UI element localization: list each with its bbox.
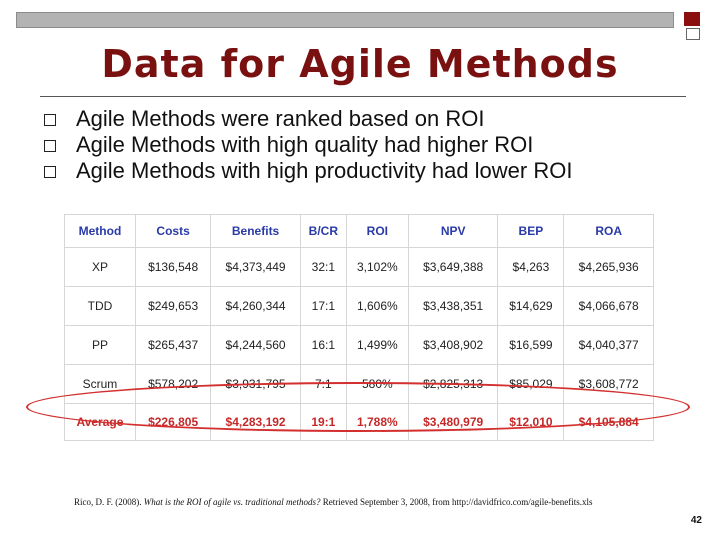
table-cell: TDD	[64, 286, 136, 326]
table-header-row: Method Costs Benefits B/CR ROI NPV BEP R…	[64, 214, 654, 248]
table-cell: $16,599	[497, 325, 565, 365]
table-cell: 1,606%	[345, 286, 409, 326]
bullet-list: Agile Methods were ranked based on ROI A…	[44, 106, 572, 184]
citation-suffix: Retrieved September 3, 2008, from http:/…	[320, 497, 593, 507]
table-cell: 3,102%	[345, 247, 409, 287]
corner-square-filled	[684, 12, 700, 26]
table-cell: $4,244,560	[210, 325, 301, 365]
bullet-item: Agile Methods were ranked based on ROI	[44, 106, 572, 132]
bullet-text: Agile Methods were ranked based on ROI	[76, 106, 485, 131]
table-row: PP $265,437 $4,244,560 16:1 1,499% $3,40…	[64, 325, 654, 365]
square-bullet-icon	[44, 114, 56, 126]
table-cell: $4,040,377	[563, 325, 654, 365]
table-cell: 32:1	[299, 247, 347, 287]
header-costs: Costs	[134, 214, 212, 248]
table-cell: $14,629	[497, 286, 565, 326]
header-bcr: B/CR	[299, 214, 347, 248]
table-cell: $4,260,344	[210, 286, 301, 326]
table-row: TDD $249,653 $4,260,344 17:1 1,606% $3,4…	[64, 286, 654, 326]
header-bep: BEP	[497, 214, 565, 248]
page-number: 42	[690, 515, 702, 526]
table-cell: $4,066,678	[563, 286, 654, 326]
bullet-item: Agile Methods with high quality had high…	[44, 132, 572, 158]
table-cell: 17:1	[299, 286, 347, 326]
bullet-item: Agile Methods with high productivity had…	[44, 158, 572, 184]
table-cell: $3,408,902	[407, 325, 499, 365]
citation-title: What is the ROI of agile vs. traditional…	[143, 497, 321, 507]
table-cell: $3,649,388	[407, 247, 499, 287]
table-row: XP $136,548 $4,373,449 32:1 3,102% $3,64…	[64, 247, 654, 287]
table-cell: $249,653	[134, 286, 212, 326]
table-cell: PP	[64, 325, 136, 365]
slide-title: Data for Agile Methods	[101, 42, 619, 86]
square-bullet-icon	[44, 166, 56, 178]
header-benefits: Benefits	[210, 214, 301, 248]
citation: Rico, D. F. (2008). What is the ROI of a…	[74, 497, 592, 507]
header-roi: ROI	[345, 214, 409, 248]
table-cell: XP	[64, 247, 136, 287]
table-cell: $4,263	[497, 247, 565, 287]
bullet-text: Agile Methods with high productivity had…	[76, 158, 573, 183]
table-cell: 16:1	[299, 325, 347, 365]
table-cell: $136,548	[134, 247, 212, 287]
table-cell: 1,499%	[345, 325, 409, 365]
square-bullet-icon	[44, 140, 56, 152]
corner-square-outline	[686, 28, 700, 40]
header-method: Method	[64, 214, 136, 248]
bullet-text: Agile Methods with high quality had high…	[76, 132, 534, 157]
title-divider	[40, 96, 686, 97]
header-npv: NPV	[407, 214, 499, 248]
average-highlight-oval	[26, 382, 690, 432]
citation-prefix: Rico, D. F. (2008).	[74, 497, 144, 507]
header-roa: ROA	[563, 214, 654, 248]
top-decorative-bar	[16, 12, 674, 28]
table-cell: $4,265,936	[563, 247, 654, 287]
table-cell: $3,438,351	[407, 286, 499, 326]
table-cell: $4,373,449	[210, 247, 301, 287]
table-cell: $265,437	[134, 325, 212, 365]
